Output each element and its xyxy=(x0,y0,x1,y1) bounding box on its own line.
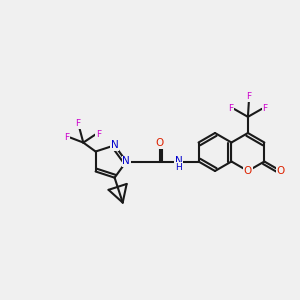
Text: O: O xyxy=(244,166,252,176)
Text: N: N xyxy=(111,140,119,150)
Text: O: O xyxy=(155,138,164,148)
Text: F: F xyxy=(75,119,80,128)
Text: F: F xyxy=(228,104,233,113)
Text: F: F xyxy=(96,130,101,139)
Text: N: N xyxy=(175,155,182,166)
Text: F: F xyxy=(64,133,69,142)
Text: O: O xyxy=(277,166,285,176)
Text: F: F xyxy=(246,92,251,101)
Text: N: N xyxy=(122,157,130,166)
Text: H: H xyxy=(175,163,182,172)
Text: F: F xyxy=(262,104,268,113)
